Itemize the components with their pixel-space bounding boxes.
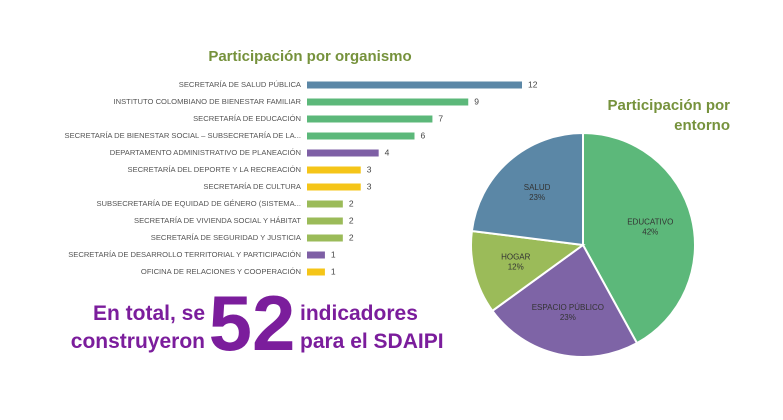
value-label: 1 [331,266,336,276]
category-label: SECRETARÍA DE SEGURIDAD Y JUSTICIA [151,233,302,242]
slice-value: 23% [560,313,576,322]
category-label: SUBSECRETARÍA DE EQUIDAD DE GÉNERO (SIST… [96,199,301,208]
slice-label: EDUCATIVO [627,218,673,227]
bar-title: Participación por organismo [208,48,411,65]
value-label: 2 [349,198,354,208]
slice-label: HOGAR [501,252,531,261]
category-label: OFICINA DE RELACIONES Y COOPERACIÓN [141,267,301,276]
category-label: SECRETARÍA DE SALUD PÚBLICA [179,80,302,89]
bar [307,234,343,242]
bar [307,251,325,259]
category-label: SECRETARÍA DEL DEPORTE Y LA RECREACIÓN [128,165,301,174]
bar [307,115,433,123]
summary-text: En total, se [93,302,205,325]
pie-slice [490,243,639,358]
pie-slice [470,131,584,247]
value-label: 12 [528,79,538,89]
value-label: 7 [438,113,443,123]
value-label: 1 [331,249,336,259]
summary-text: indicadores [300,302,418,325]
bar [307,183,361,191]
bar [307,217,343,225]
bar [307,166,361,174]
slice-label: ESPACIO PÚBLICO [532,303,604,312]
value-label: 4 [385,147,390,157]
summary-text: construyeron [71,330,205,353]
category-label: DEPARTAMENTO ADMINISTRATIVO DE PLANEACIÓ… [110,148,301,157]
slice-value: 42% [642,228,658,237]
pie-slice [470,229,586,313]
slice-value: 23% [529,193,545,202]
slice-value: 12% [508,262,524,271]
value-label: 2 [349,232,354,242]
value-label: 9 [474,96,479,106]
category-label: SECRETARÍA DE EDUCACIÓN [193,114,301,123]
summary-text: para el SDAIPI [300,330,444,353]
bar [307,268,325,276]
value-label: 2 [349,215,354,225]
value-label: 3 [367,164,372,174]
value-label: 6 [421,130,426,140]
bar [307,132,415,140]
bar [307,149,379,157]
bar [307,81,522,89]
bar [307,200,343,208]
category-label: SECRETARÍA DE CULTURA [203,182,302,191]
slice-label: SALUD [524,183,551,192]
pie-title: Participación por [607,97,730,114]
bar [307,98,469,106]
summary-number: 52 [209,279,296,367]
category-label: SECRETARÍA DE VIVIENDA SOCIAL Y HÁBITAT [134,216,301,225]
category-label: SECRETARÍA DE DESARROLLO TERRITORIAL Y P… [68,250,301,259]
category-label: SECRETARÍA DE BIENESTAR SOCIAL – SUBSECR… [65,131,301,140]
pie-title: entorno [674,117,730,134]
category-label: INSTITUTO COLOMBIANO DE BIENESTAR FAMILI… [114,97,302,106]
pie-slice [582,131,696,345]
value-label: 3 [367,181,372,191]
